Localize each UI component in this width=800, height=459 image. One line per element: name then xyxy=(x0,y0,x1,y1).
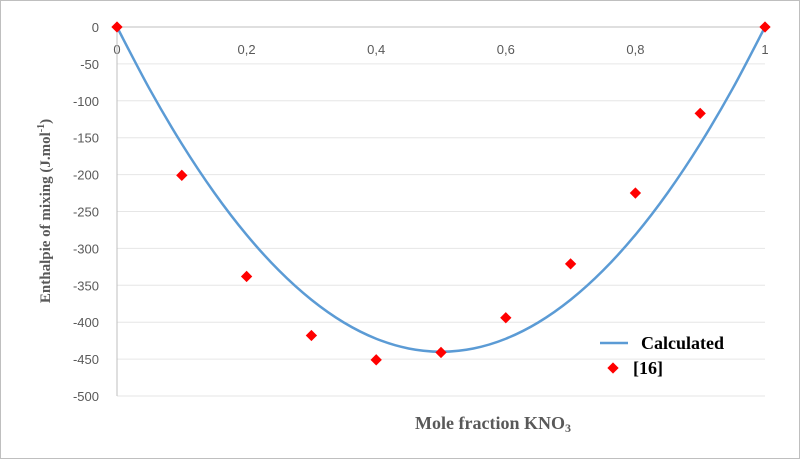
x-tick-label: 0,8 xyxy=(626,42,644,57)
x-tick-label: 0,2 xyxy=(238,42,256,57)
y-tick-label: -50 xyxy=(80,57,99,72)
y-tick-label: -450 xyxy=(73,352,99,367)
x-axis-title: Mole fraction KNO3 xyxy=(415,413,571,435)
x-tick-labels: 00,20,40,60,81 xyxy=(113,42,768,57)
x-tick-label: 1 xyxy=(761,42,768,57)
legend-calculated-label: Calculated xyxy=(641,333,724,353)
data-point-marker xyxy=(564,258,577,270)
y-tick-label: 0 xyxy=(92,20,99,35)
legend-reference-label: [16] xyxy=(633,358,663,378)
y-tick-labels: 0 -50 -100 -150 -200 -250 -300 -350 -400 -450 -500 xyxy=(73,20,99,404)
data-point-marker xyxy=(694,107,706,120)
x-tick-label: 0,4 xyxy=(367,42,385,57)
y-tick-label: -100 xyxy=(73,94,99,109)
data-point-marker xyxy=(370,354,382,366)
reference-series-markers xyxy=(111,21,771,366)
data-point-marker xyxy=(176,169,188,181)
data-point-marker xyxy=(435,346,447,359)
x-tick-label: 0,6 xyxy=(497,42,515,57)
y-tick-label: -250 xyxy=(73,205,99,220)
data-point-marker xyxy=(240,270,253,283)
y-axis-title: Enthalpie of mixing (J.mol-1) xyxy=(36,119,54,303)
legend: Calculated [16] xyxy=(600,333,724,378)
data-point-marker xyxy=(111,21,123,33)
legend-reference-swatch xyxy=(607,362,619,374)
y-tick-label: -300 xyxy=(73,241,99,256)
calculated-series-line xyxy=(115,26,767,353)
x-axis-title-subscript: 3 xyxy=(565,421,571,435)
y-tick-label: -500 xyxy=(73,389,99,404)
y-tick-label: -150 xyxy=(73,131,99,146)
y-tick-label: -350 xyxy=(73,278,99,293)
y-axis-title-main: Enthalpie of mixing (J.mol xyxy=(38,132,54,303)
y-axis-title-superscript: -1 xyxy=(36,124,47,132)
x-axis-title-main: Mole fraction KNO xyxy=(415,413,565,433)
data-point-marker xyxy=(759,21,771,33)
data-point-marker xyxy=(629,187,642,199)
y-tick-label: -400 xyxy=(73,315,99,330)
y-tick-label: -200 xyxy=(73,168,99,183)
y-axis-title-end: ) xyxy=(38,119,54,124)
data-point-marker xyxy=(305,329,318,342)
data-point-marker xyxy=(500,312,512,324)
